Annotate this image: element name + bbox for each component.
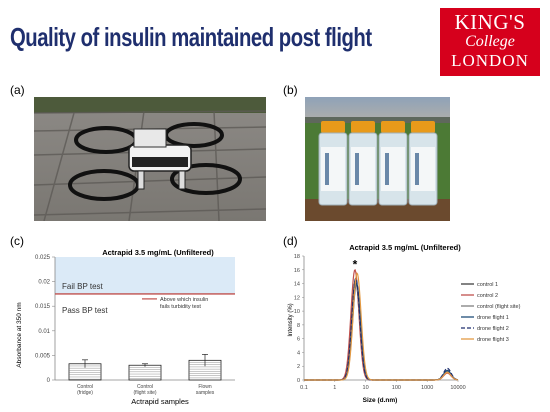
x-tick-label: 1 xyxy=(333,385,336,391)
y-tick-label: 16 xyxy=(294,268,300,274)
y-tick-label: 0.02 xyxy=(38,280,50,286)
x-tick-label: 0.1 xyxy=(300,385,308,391)
y-tick-label: 18 xyxy=(294,254,300,260)
y-tick-label: 0.01 xyxy=(38,329,50,335)
series-line xyxy=(304,279,459,381)
y-tick-label: 12 xyxy=(294,295,300,301)
y-tick-label: 10 xyxy=(294,309,300,315)
x-tick-label: 1000 xyxy=(421,385,433,391)
panel-label-a: (a) xyxy=(10,83,25,97)
threshold-legend: Above which insulin fails turbidity test xyxy=(142,297,208,310)
series-line xyxy=(304,281,459,381)
series-line xyxy=(304,272,459,381)
svg-text:(flight site): (flight site) xyxy=(133,390,156,396)
x-category-label: Flown xyxy=(198,384,212,390)
panel-label-b: (b) xyxy=(283,83,298,97)
chart-c-xlabel: Actrapid samples xyxy=(131,397,189,406)
insulin-vials-photo xyxy=(305,97,450,221)
series-line xyxy=(304,276,459,381)
svg-text:fails turbidity test: fails turbidity test xyxy=(160,304,201,310)
legend-label: drone flight 3 xyxy=(477,337,509,343)
series-line xyxy=(304,282,459,381)
svg-text:Above which insulin: Above which insulin xyxy=(160,297,208,303)
significance-asterisk: * xyxy=(353,257,358,271)
panel-label-c: (c) xyxy=(10,234,24,248)
y-tick-label: 6 xyxy=(297,337,300,343)
y-tick-label: 0.015 xyxy=(35,304,51,310)
y-tick-label: 14 xyxy=(294,282,300,288)
y-tick-label: 0.005 xyxy=(35,353,51,359)
legend-label: drone flight 2 xyxy=(477,326,509,332)
y-tick-label: 0.025 xyxy=(35,255,51,261)
drone-photo xyxy=(34,97,266,221)
chart-d-ylabel: Intensity (%) xyxy=(288,303,294,336)
svg-text:samples: samples xyxy=(196,390,215,396)
legend-label: control 2 xyxy=(477,293,498,299)
slide-title: Quality of insulin maintained post fligh… xyxy=(10,22,372,52)
legend-label: drone flight 1 xyxy=(477,315,509,321)
x-category-label: Control xyxy=(77,384,93,390)
y-tick-label: 4 xyxy=(297,350,300,356)
kings-college-london-logo: KING'S College LONDON xyxy=(440,8,540,76)
chart-c-title: Actrapid 3.5 mg/mL (Unfiltered) xyxy=(102,248,214,257)
svg-text:(fridge): (fridge) xyxy=(77,390,93,396)
chart-d-xlabel: Size (d.nm) xyxy=(363,397,398,404)
fail-region-label: Fail BP test xyxy=(62,282,104,291)
turbidity-bar-chart: Actrapid 3.5 mg/mL (Unfiltered) 0 0.005 0.… xyxy=(16,248,235,406)
x-tick-label: 10 xyxy=(363,385,369,391)
series-line xyxy=(304,268,459,381)
legend-label: control 1 xyxy=(477,282,498,288)
fail-region xyxy=(55,257,235,294)
chart-d-legend: control 1 control 2 control (flight site) d… xyxy=(461,282,521,343)
panel-label-d: (d) xyxy=(283,234,298,248)
dls-size-distribution-chart: Actrapid 3.5 mg/mL (Unfiltered) 0 2 4 6 8 10 1… xyxy=(288,243,521,404)
legend-label: control (flight site) xyxy=(477,304,521,310)
x-tick-label: 10000 xyxy=(450,385,465,391)
chart-d-title: Actrapid 3.5 mg/mL (Unfiltered) xyxy=(349,243,461,252)
y-tick-label: 0 xyxy=(297,378,300,384)
pass-region-label: Pass BP test xyxy=(62,306,108,315)
y-tick-label: 8 xyxy=(297,323,300,329)
x-category-label: Control xyxy=(137,384,153,390)
y-tick-label: 0 xyxy=(47,378,51,384)
chart-c-ylabel: Absorbance at 350 nm xyxy=(16,302,23,367)
x-tick-label: 100 xyxy=(392,385,401,391)
y-tick-label: 2 xyxy=(297,364,300,370)
